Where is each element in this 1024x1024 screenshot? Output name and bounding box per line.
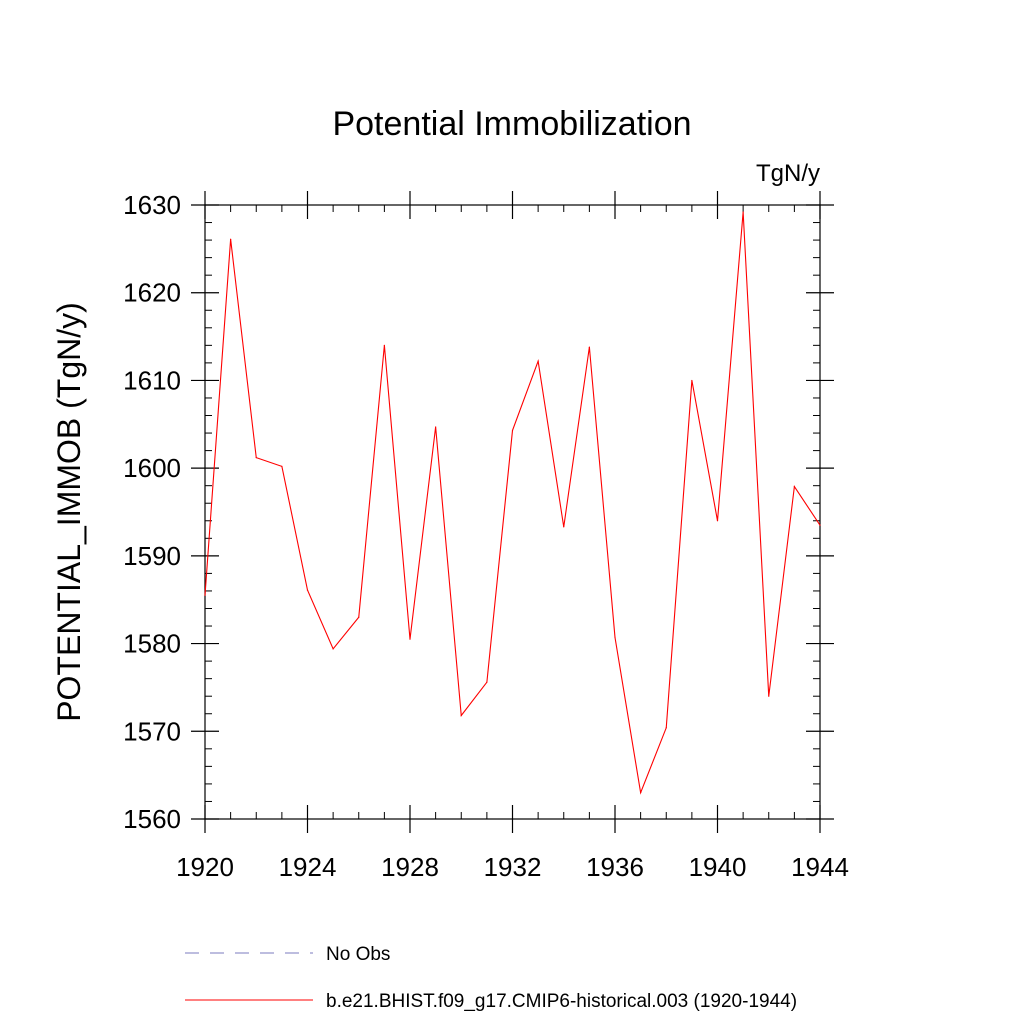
y-tick-label: 1590 (123, 541, 181, 571)
legend-label: b.e21.BHIST.f09_g17.CMIP6-historical.003… (326, 991, 797, 1012)
data-point (665, 727, 667, 729)
y-tick-label: 1630 (123, 190, 181, 220)
y-tick-label: 1610 (123, 365, 181, 395)
data-point (230, 238, 232, 240)
y-tick-labels: 1560 1570 1580 1590 1600 1610 1620 1630 (123, 190, 181, 834)
data-point (383, 344, 385, 346)
data-point (511, 429, 514, 432)
x-tick-label: 1924 (279, 852, 337, 882)
data-point (281, 465, 283, 467)
data-point (460, 714, 462, 717)
x-tick-label: 1940 (689, 852, 747, 882)
y-tick-label: 1600 (123, 453, 181, 483)
y-tick-label: 1620 (123, 278, 181, 308)
data-point (588, 346, 590, 348)
data-point (768, 695, 770, 697)
data-point (204, 594, 206, 596)
data-point (358, 616, 360, 618)
data-point (435, 426, 437, 428)
data-point (742, 211, 744, 213)
data-point (306, 589, 309, 591)
data-point (332, 648, 334, 650)
y-tick-label: 1560 (123, 804, 181, 834)
chart-title: Potential Immobilization (332, 105, 691, 143)
legend: No Obs b.e21.BHIST.f09_g17.CMIP6-historic… (185, 944, 797, 1012)
legend-label: No Obs (326, 944, 390, 965)
y-tick-label: 1580 (123, 629, 181, 659)
x-tick-label: 1920 (176, 852, 234, 882)
data-point (691, 379, 693, 382)
x-tick-label: 1928 (381, 852, 439, 882)
x-tick-labels: 1920 1924 1928 1932 1936 1940 1944 (176, 852, 849, 882)
series-line (204, 211, 821, 795)
x-tick-label: 1936 (586, 852, 644, 882)
data-point (409, 638, 411, 640)
x-tick-label: 1932 (484, 852, 542, 882)
major-ticks (191, 191, 834, 833)
data-point (640, 792, 642, 794)
series-group (204, 211, 821, 795)
units-label: TgN/y (756, 160, 820, 187)
plot-frame (204, 204, 821, 820)
minor-ticks (205, 205, 820, 819)
data-point (255, 457, 257, 459)
y-tick-label: 1570 (123, 716, 181, 746)
data-point (716, 520, 719, 522)
data-point (614, 636, 616, 639)
data-point (819, 524, 821, 526)
x-tick-label: 1944 (791, 852, 849, 882)
data-point (563, 526, 565, 528)
data-point (486, 681, 488, 683)
data-point (793, 485, 795, 488)
data-point (537, 360, 539, 362)
y-axis-label: POTENTIAL_IMMOB (TgN/y) (51, 302, 87, 722)
